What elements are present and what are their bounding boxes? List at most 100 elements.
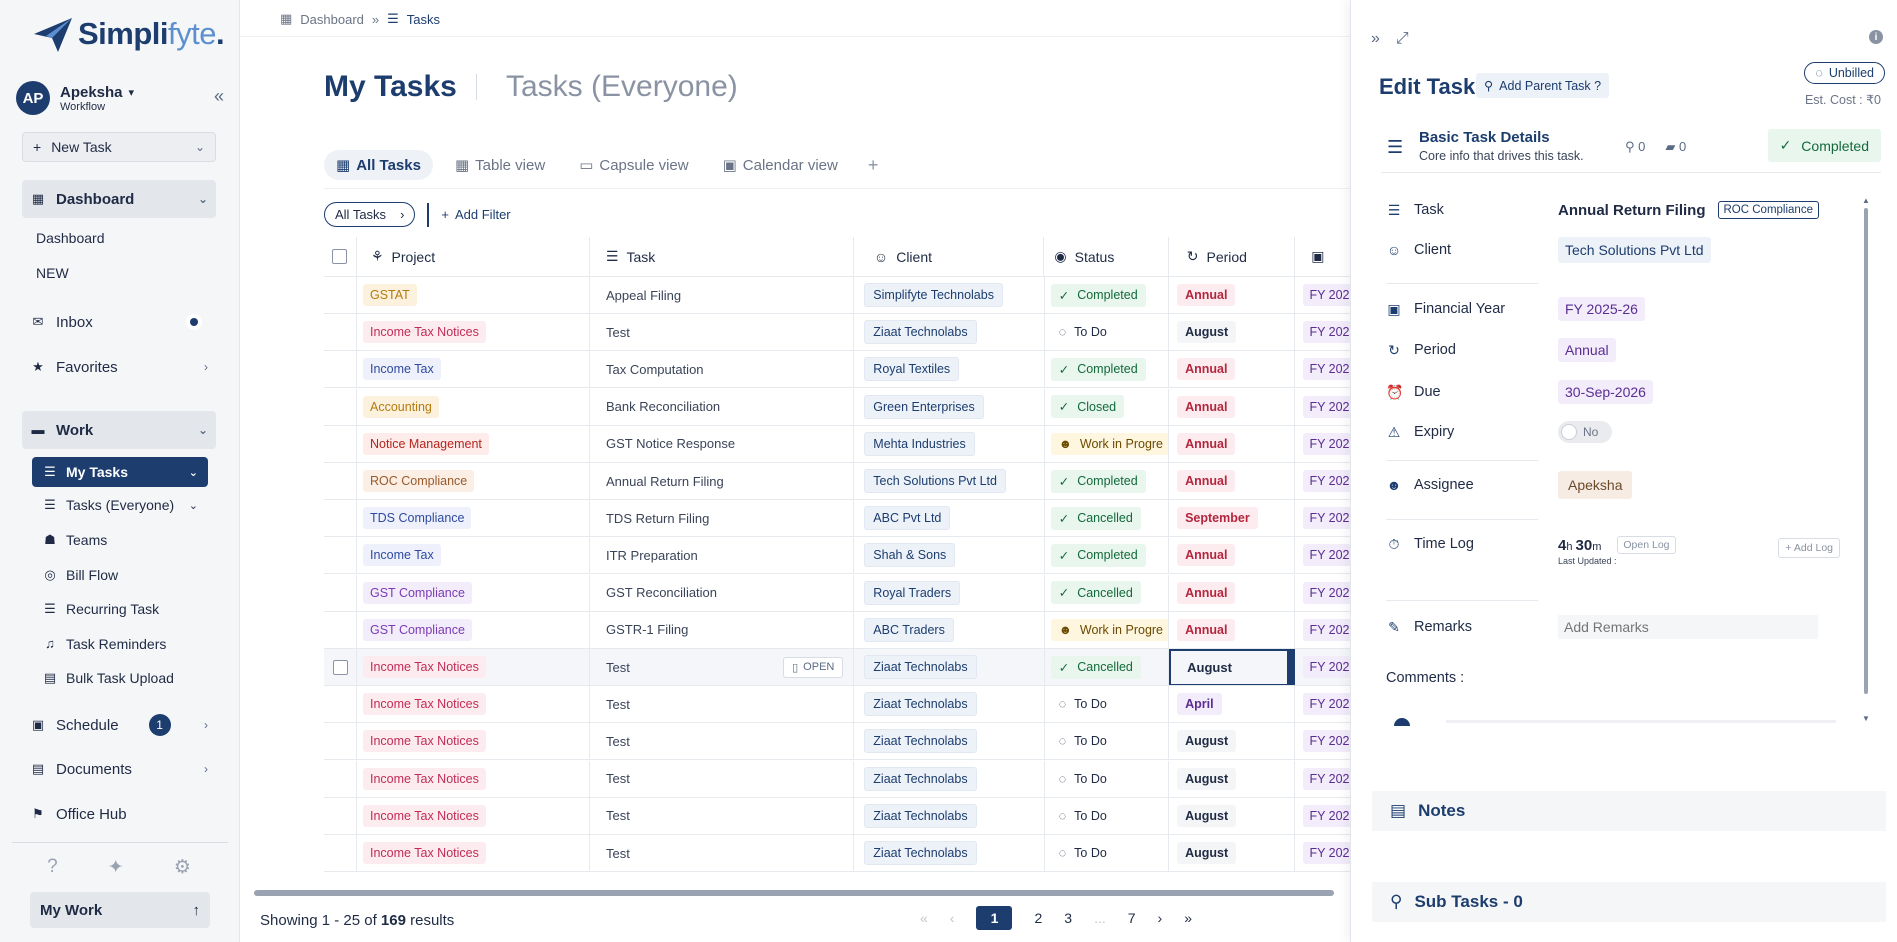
table-row[interactable]: Accounting Bank Reconciliation Green Enter… bbox=[324, 388, 1350, 426]
close-panel-icon[interactable]: » bbox=[1371, 30, 1380, 47]
table-row[interactable]: GSTAT Appeal Filing Simplifyte Technolabs ✓… bbox=[324, 277, 1350, 314]
row-checkbox[interactable] bbox=[332, 659, 348, 675]
add-filter-button[interactable]: + Add Filter bbox=[441, 207, 510, 222]
page-title[interactable]: My Tasks bbox=[324, 70, 457, 103]
project-cell[interactable]: TDS Compliance bbox=[357, 500, 590, 537]
billing-status-button[interactable]: ◌ Unbilled bbox=[1804, 62, 1885, 84]
task-cell[interactable]: ITR Preparation bbox=[590, 537, 855, 574]
breadcrumb-root[interactable]: Dashboard bbox=[300, 11, 364, 27]
financial-year-cell[interactable]: FY 202 bbox=[1295, 649, 1350, 685]
task-cell[interactable]: Appeal Filing bbox=[590, 277, 855, 313]
financial-year-cell[interactable]: FY 202 bbox=[1295, 798, 1350, 834]
client-cell[interactable]: Ziaat Technolabs bbox=[854, 649, 1045, 685]
task-cell[interactable]: Test bbox=[590, 686, 855, 723]
info-icon[interactable]: i bbox=[1869, 30, 1883, 44]
financial-year-cell[interactable]: FY 202 bbox=[1295, 537, 1350, 573]
task-cell[interactable]: Test bbox=[590, 314, 855, 351]
page-2[interactable]: 2 bbox=[1034, 910, 1043, 926]
table-row[interactable]: ROC Compliance Annual Return Filing Tech S… bbox=[324, 463, 1350, 500]
alt-page-title[interactable]: Tasks (Everyone) bbox=[506, 70, 738, 103]
open-log-button[interactable]: Open Log bbox=[1617, 536, 1676, 554]
task-name[interactable]: Annual Return Filing bbox=[1558, 201, 1706, 219]
scroll-down-icon[interactable]: ▼ bbox=[1862, 714, 1870, 723]
task-cell[interactable]: Annual Return Filing bbox=[590, 463, 855, 499]
table-row[interactable]: Income Tax Notices Test ▯ OPEN Ziaat Technol… bbox=[324, 649, 1350, 686]
status-cell[interactable]: ◌ To Do bbox=[1045, 314, 1170, 351]
client-cell[interactable]: Green Enterprises bbox=[854, 388, 1045, 425]
financial-year-cell[interactable]: FY 202 bbox=[1295, 835, 1350, 871]
status-cell[interactable]: ◌ To Do bbox=[1045, 797, 1170, 834]
column-project[interactable]: ⚘ Project bbox=[357, 237, 590, 276]
financial-year-cell[interactable]: FY 202 bbox=[1295, 389, 1350, 425]
add-view-button[interactable]: + bbox=[867, 154, 879, 175]
scroll-up-icon[interactable]: ▲ bbox=[1862, 196, 1870, 205]
financial-year-cell[interactable]: FY 202 bbox=[1295, 612, 1350, 648]
open-task-button[interactable]: ▯ OPEN bbox=[783, 656, 844, 678]
project-cell[interactable]: Income Tax Notices bbox=[357, 835, 590, 871]
period-cell[interactable]: August bbox=[1169, 760, 1296, 797]
column-task[interactable]: ☰ Task bbox=[590, 237, 854, 276]
project-cell[interactable]: Income Tax Notices bbox=[357, 649, 591, 685]
task-cell[interactable]: GST Reconciliation bbox=[590, 574, 855, 611]
table-row[interactable]: Income Tax Notices Test Ziaat Technolabs ◌ T… bbox=[324, 797, 1350, 835]
status-cell[interactable]: ✓ Closed bbox=[1045, 388, 1170, 425]
period-cell[interactable]: August bbox=[1169, 797, 1296, 834]
task-cell[interactable]: Bank Reconciliation bbox=[590, 388, 855, 425]
scrollbar-thumb[interactable] bbox=[254, 890, 1334, 896]
period-cell[interactable]: Annual bbox=[1169, 611, 1296, 648]
client-cell[interactable]: Royal Textiles bbox=[854, 351, 1045, 388]
table-row[interactable]: Income Tax Notices Test Ziaat Technolabs ◌ T… bbox=[324, 314, 1350, 352]
client-cell[interactable]: ABC Traders bbox=[854, 611, 1045, 648]
due-date-value[interactable]: 30-Sep-2026 bbox=[1558, 380, 1653, 404]
settings-icon[interactable]: ⚙ bbox=[173, 857, 191, 878]
project-chip[interactable]: ROC Compliance bbox=[1717, 201, 1819, 219]
notes-section[interactable]: ▤ Notes bbox=[1372, 791, 1886, 831]
status-cell[interactable]: ✓ Completed bbox=[1045, 463, 1170, 499]
period-cell[interactable]: September bbox=[1169, 500, 1296, 537]
financial-year-cell[interactable]: FY 202 bbox=[1295, 500, 1350, 536]
financial-year-cell[interactable]: FY 202 bbox=[1295, 463, 1350, 499]
sidebar-section-dashboard[interactable]: ▦ Dashboard ⌄ bbox=[22, 180, 216, 218]
project-cell[interactable]: GST Compliance bbox=[357, 611, 590, 648]
subtasks-section[interactable]: ⚲ Sub Tasks - 0 bbox=[1372, 882, 1886, 922]
client-cell[interactable]: Ziaat Technolabs bbox=[854, 760, 1045, 797]
comment-input[interactable] bbox=[1446, 720, 1836, 723]
sidebar-item-bulk-task-upload[interactable]: ▤ Bulk Task Upload bbox=[32, 663, 208, 693]
tab-all-tasks[interactable]: ▦ All Tasks bbox=[324, 150, 433, 180]
financial-year-cell[interactable]: FY 202 bbox=[1295, 277, 1350, 313]
add-log-button[interactable]: + Add Log bbox=[1778, 538, 1840, 558]
financial-year-cell[interactable]: FY 202 bbox=[1295, 723, 1350, 759]
financial-year-cell[interactable]: FY 202 bbox=[1295, 314, 1350, 350]
status-cell[interactable]: ◌ To Do bbox=[1045, 686, 1170, 723]
client-cell[interactable]: Ziaat Technolabs bbox=[854, 686, 1045, 723]
project-cell[interactable]: GSTAT bbox=[357, 277, 590, 313]
table-row[interactable]: TDS Compliance TDS Return Filing ABC Pvt L… bbox=[324, 500, 1350, 538]
sidebar-item-recurring-task[interactable]: ☰ Recurring Task bbox=[32, 594, 208, 624]
period-cell[interactable]: April bbox=[1169, 686, 1296, 723]
project-cell[interactable]: ROC Compliance bbox=[357, 463, 590, 499]
task-cell[interactable]: Test bbox=[590, 835, 855, 871]
project-cell[interactable]: Income Tax Notices bbox=[357, 723, 590, 760]
financial-year-cell[interactable]: FY 202 bbox=[1295, 686, 1350, 722]
tab-calendar-view[interactable]: ▣ Calendar view bbox=[711, 150, 850, 180]
client-cell[interactable]: Royal Traders bbox=[854, 574, 1045, 611]
financial-year-cell[interactable]: FY 202 bbox=[1295, 575, 1350, 611]
project-cell[interactable]: Income Tax Notices bbox=[357, 686, 590, 723]
sidebar-item-schedule[interactable]: ▣ Schedule 1 › bbox=[22, 710, 216, 740]
column-client[interactable]: ☺ Client bbox=[854, 237, 1045, 276]
sidebar-item-bill-flow[interactable]: ◎ Bill Flow bbox=[32, 560, 208, 590]
project-cell[interactable]: Income Tax Notices bbox=[357, 797, 590, 834]
logo[interactable]: Simplifyte. bbox=[32, 12, 225, 56]
assignee-value[interactable]: Apeksha bbox=[1558, 471, 1633, 499]
help-icon[interactable]: ? bbox=[47, 856, 58, 877]
status-cell[interactable]: ◌ To Do bbox=[1045, 723, 1170, 760]
tab-capsule-view[interactable]: ▭ Capsule view bbox=[567, 150, 700, 180]
table-row[interactable]: Income Tax Notices Test Ziaat Technolabs ◌ T… bbox=[324, 723, 1350, 761]
period-cell[interactable]: Annual bbox=[1169, 351, 1296, 388]
table-row[interactable]: Income Tax Notices Test Ziaat Technolabs ◌ T… bbox=[324, 760, 1350, 798]
status-cell[interactable]: ✓ Completed bbox=[1045, 277, 1170, 313]
sidebar-item-office-hub[interactable]: ⚑ Office Hub bbox=[22, 799, 216, 829]
period-cell[interactable]: August bbox=[1169, 649, 1296, 685]
client-cell[interactable]: Ziaat Technolabs bbox=[854, 835, 1045, 871]
client-cell[interactable]: Simplifyte Technolabs bbox=[854, 277, 1045, 313]
